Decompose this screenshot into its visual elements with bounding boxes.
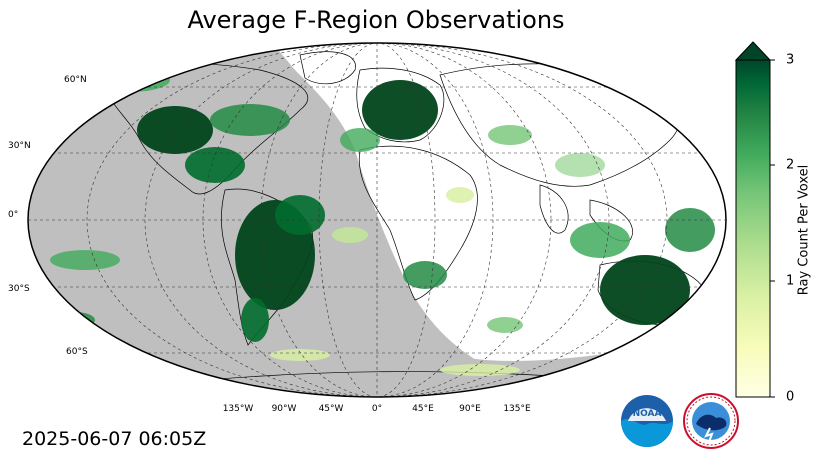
lat-label-30s: 30°S <box>8 284 30 294</box>
lon-label-0: 0° <box>371 404 383 414</box>
colorbar-tick-3: 3 <box>786 52 795 68</box>
timestamp: 2025-06-07 06:05Z <box>22 428 207 450</box>
colorbar-label: Ray Count Per Voxel <box>796 164 812 296</box>
lat-label-60s: 60°S <box>66 347 88 357</box>
colorbar-tick-1: 1 <box>786 273 795 289</box>
lon-label-135w: 135°W <box>222 404 254 414</box>
colorbar-tick-2: 2 <box>786 157 795 173</box>
world-map <box>27 42 727 398</box>
lat-label-0: 0° <box>8 210 19 220</box>
globe-outline <box>27 42 727 398</box>
lon-label-135e: 135°E <box>503 404 531 414</box>
lat-label-60n: 60°N <box>64 75 87 85</box>
lat-label-30n: 30°N <box>8 141 31 151</box>
lon-label-90e: 90°E <box>459 404 481 414</box>
noaa-logo: NOAA <box>621 395 673 447</box>
lon-label-45w: 45°W <box>318 404 344 414</box>
colorbar-extend-arrow <box>735 41 772 61</box>
colorbar-tick-0: 0 <box>786 389 795 405</box>
nws-logo <box>683 393 739 449</box>
lon-label-90w: 90°W <box>271 404 297 414</box>
map-title: Average F-Region Observations <box>187 6 565 34</box>
lon-label-45e: 45°E <box>412 404 434 414</box>
colorbar <box>735 41 775 398</box>
svg-text:NOAA: NOAA <box>633 409 662 419</box>
